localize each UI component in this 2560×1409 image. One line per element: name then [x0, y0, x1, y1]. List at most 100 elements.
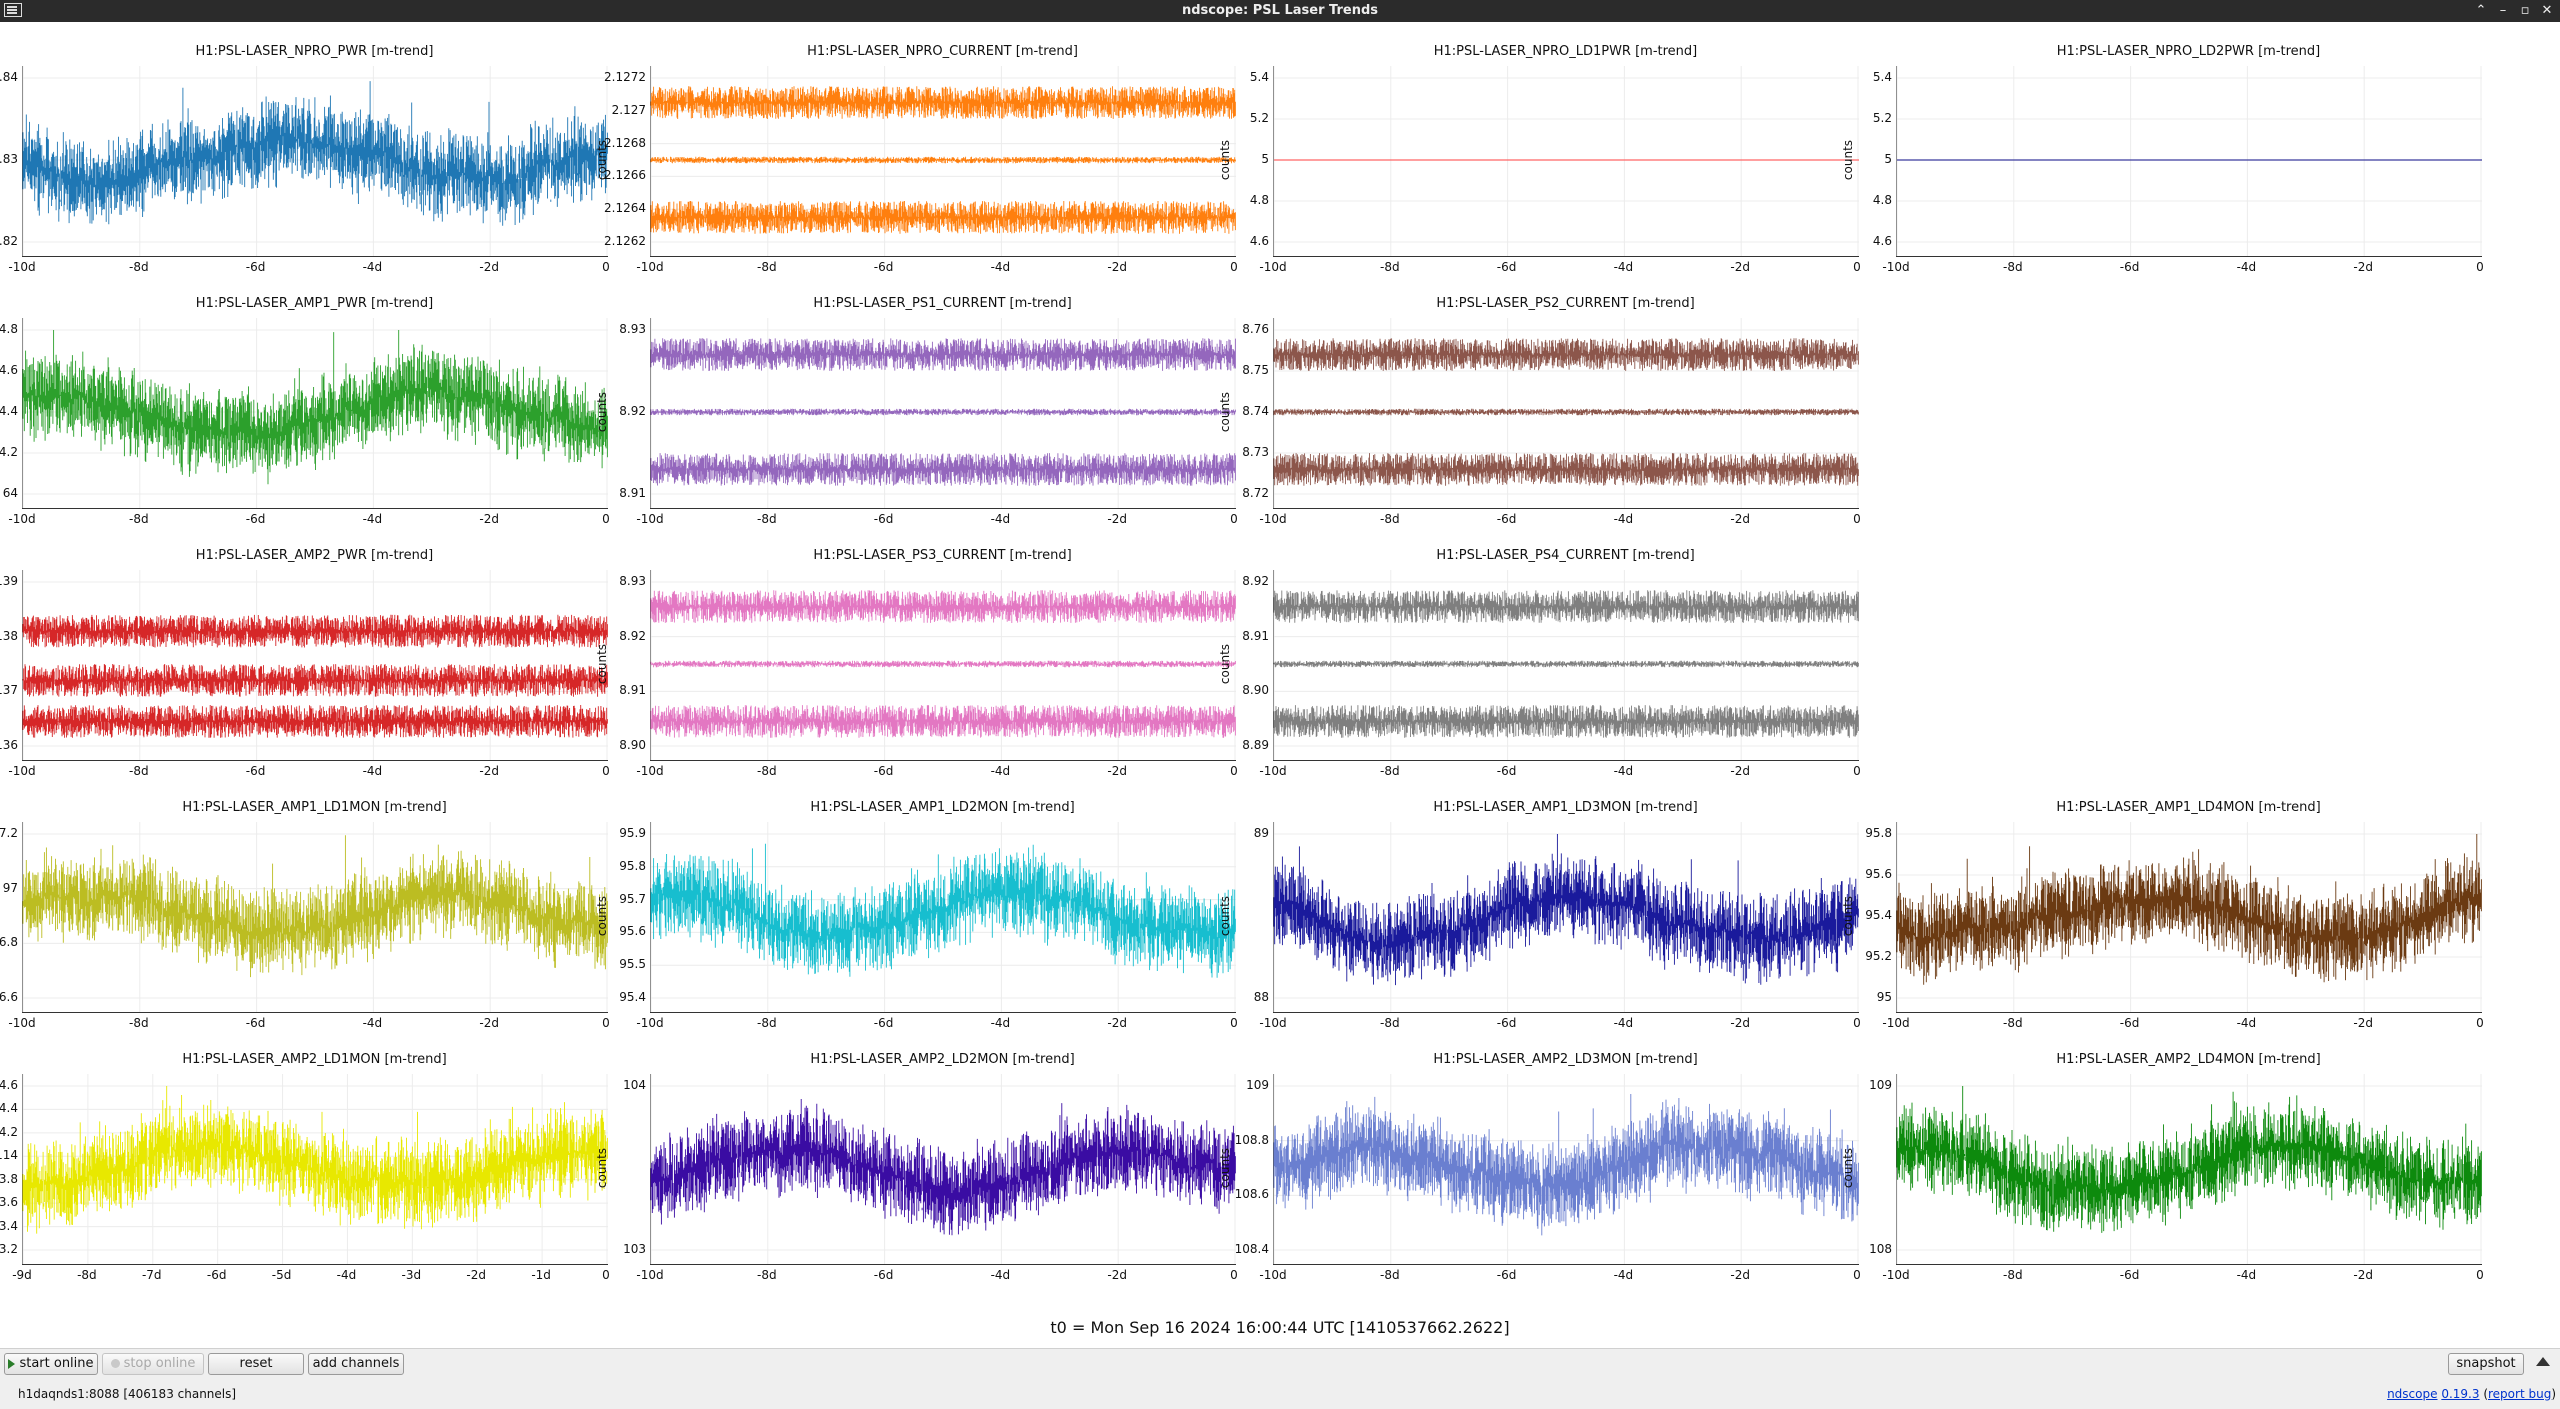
reset-button[interactable]: reset	[208, 1353, 304, 1375]
plot-canvas[interactable]	[1896, 822, 2482, 1013]
x-tick-label: -2d	[479, 1016, 499, 1030]
close-icon[interactable]: ✕	[2541, 3, 2553, 18]
plot-title: H1:PSL-LASER_NPRO_PWR [m-trend]	[195, 44, 434, 59]
ndscope-link[interactable]: ndscope	[2387, 1387, 2438, 1401]
plot-canvas[interactable]	[22, 1074, 608, 1265]
x-tick-label: -4d	[2236, 1268, 2257, 1282]
plot-canvas[interactable]	[22, 318, 608, 509]
y-tick-label: 8.90	[619, 738, 646, 752]
app-menu-icon[interactable]	[4, 3, 22, 17]
plot-panel[interactable]: H1:PSL-LASER_NPRO_LD2PWR [m-trend] counts…	[1841, 44, 2491, 294]
plot-panel[interactable]: H1:PSL-LASER_PS2_CURRENT [m-trend] counts…	[1218, 296, 1868, 546]
x-tick-label: -10d	[1259, 260, 1287, 274]
y-tick-label: 64.4	[0, 404, 18, 418]
x-tick-label: -6d	[245, 1016, 266, 1030]
plot-panel[interactable]: H1:PSL-LASER_AMP1_PWR [m-trend]counts64.…	[0, 296, 617, 546]
y-tick-label: 5	[1884, 152, 1892, 166]
plot-panel[interactable]: H1:PSL-LASER_PS1_CURRENT [m-trend] counts…	[595, 296, 1245, 546]
plot-panel[interactable]: H1:PSL-LASER_AMP1_LD3MON [m-trend] counts…	[1218, 800, 1868, 1050]
add-channels-button[interactable]: add channels	[308, 1353, 404, 1375]
plot-panel[interactable]: H1:PSL-LASER_AMP2_PWR [m-trend]counts139…	[0, 548, 617, 798]
plot-canvas[interactable]	[650, 1074, 1236, 1265]
plot-panel[interactable]: H1:PSL-LASER_AMP1_LD2MON [m-trend] counts…	[595, 800, 1245, 1050]
y-tick-label: 95.2	[1865, 949, 1892, 963]
minimize-icon[interactable]: –	[2499, 3, 2507, 18]
x-tick-label: -4d	[1613, 1016, 1634, 1030]
y-axis-label: counts	[1218, 895, 1232, 937]
start-online-button[interactable]: start online	[4, 1353, 98, 1375]
x-tick-label: -8d	[757, 260, 777, 274]
trend-trace	[22, 318, 608, 508]
plot-canvas[interactable]	[22, 570, 608, 761]
plot-canvas[interactable]	[650, 570, 1236, 761]
x-tick-label: -2d	[1730, 764, 1750, 778]
plot-canvas[interactable]	[22, 66, 608, 257]
plot-canvas[interactable]	[1273, 66, 1859, 257]
chevron-up-icon[interactable]: ⌃	[2475, 3, 2487, 18]
plot-panel[interactable]: H1:PSL-LASER_AMP1_LD4MON [m-trend] counts…	[1841, 800, 2491, 1050]
y-tick-label: 96.8	[0, 935, 18, 950]
plot-panel[interactable]: H1:PSL-LASER_AMP2_LD1MON [m-trend] counts…	[0, 1052, 617, 1302]
plot-canvas[interactable]	[1896, 66, 2482, 257]
trend-trace	[1273, 318, 1859, 508]
x-tick-label: 0	[602, 260, 610, 274]
version-link[interactable]: 0.19.3	[2441, 1387, 2480, 1401]
x-tick-label: -4d	[362, 260, 383, 274]
y-tick-label: 1.83	[0, 152, 18, 166]
x-tick-label: -4d	[1613, 512, 1634, 526]
plot-panel[interactable]: H1:PSL-LASER_NPRO_CURRENT [m-trend] count…	[595, 44, 1245, 294]
y-tick-label: 4.6	[1872, 234, 1892, 248]
x-tick-label: -3d	[401, 1268, 422, 1282]
report-bug-link[interactable]: report bug	[2488, 1387, 2552, 1401]
y-tick-label: 8.74	[1242, 404, 1269, 418]
expand-icon[interactable]	[2536, 1357, 2550, 1366]
y-tick-label: 1.82	[0, 234, 18, 248]
plot-canvas[interactable]	[650, 66, 1236, 257]
plot-panel[interactable]: H1:PSL-LASER_NPRO_PWR [m-trend]counts1.8…	[0, 44, 617, 294]
x-tick-label: -10d	[1882, 260, 1910, 274]
plot-panel[interactable]: H1:PSL-LASER_AMP2_LD2MON [m-trend] counts…	[595, 1052, 1245, 1302]
x-tick-label: -10d	[636, 1016, 664, 1030]
x-tick-label: 0	[1230, 1268, 1238, 1282]
plot-panel[interactable]: H1:PSL-LASER_PS4_CURRENT [m-trend] counts…	[1218, 548, 1868, 798]
plot-canvas[interactable]	[1273, 570, 1859, 761]
x-tick-label: 0	[1230, 1016, 1238, 1030]
snapshot-button[interactable]: snapshot	[2448, 1353, 2524, 1375]
plot-title: H1:PSL-LASER_AMP2_LD1MON [m-trend]	[182, 1052, 447, 1067]
trend-trace	[1273, 1074, 1859, 1264]
plot-title: H1:PSL-LASER_PS3_CURRENT [m-trend]	[813, 548, 1072, 563]
y-tick-label: 108	[1869, 1242, 1892, 1256]
plot-panel[interactable]: H1:PSL-LASER_NPRO_LD1PWR [m-trend] counts…	[1218, 44, 1868, 294]
x-tick-label: -8d	[129, 764, 149, 778]
plot-title: H1:PSL-LASER_AMP1_LD2MON [m-trend]	[810, 800, 1075, 815]
plot-canvas[interactable]	[1273, 1074, 1859, 1265]
maximize-icon[interactable]: ▫	[2520, 3, 2530, 18]
x-tick-label: -8d	[1380, 764, 1400, 778]
plot-title: H1:PSL-LASER_AMP2_PWR [m-trend]	[195, 548, 434, 563]
x-tick-label: -6d	[1496, 260, 1517, 274]
plot-canvas[interactable]	[650, 318, 1236, 509]
y-tick-label: 8.92	[1242, 574, 1269, 588]
plot-panel[interactable]: H1:PSL-LASER_AMP2_LD4MON [m-trend] counts…	[1841, 1052, 2491, 1302]
x-tick-label: -10d	[636, 260, 664, 274]
y-tick-label: 8.90	[1242, 683, 1269, 698]
plot-canvas[interactable]	[1273, 318, 1859, 509]
plot-panel[interactable]: H1:PSL-LASER_AMP1_LD1MON [m-trend]counts…	[0, 800, 617, 1050]
plot-canvas[interactable]	[650, 822, 1236, 1013]
plot-canvas[interactable]	[1896, 1074, 2482, 1265]
plot-canvas[interactable]	[22, 822, 608, 1013]
y-tick-label: 2.1272	[604, 70, 646, 84]
plot-grid[interactable]: H1:PSL-LASER_NPRO_PWR [m-trend] counts 1.8…	[0, 22, 2560, 1340]
y-tick-label: 8.91	[1242, 628, 1269, 643]
y-tick-label: 5	[1261, 152, 1269, 166]
trend-trace	[650, 66, 1236, 256]
plot-canvas[interactable]	[1273, 822, 1859, 1013]
stop-online-button[interactable]: stop online	[102, 1353, 204, 1375]
plot-panel[interactable]: H1:PSL-LASER_AMP2_LD3MON [m-trend] counts…	[1218, 1052, 1868, 1302]
x-tick-label: -8d	[129, 260, 149, 274]
x-tick-label: 0	[602, 1268, 610, 1282]
y-tick-label: 8.75	[1242, 363, 1269, 377]
y-tick-label: 95.8	[1865, 826, 1892, 840]
plot-panel[interactable]: H1:PSL-LASER_PS3_CURRENT [m-trend] counts…	[595, 548, 1245, 798]
x-tick-label: -2d	[1107, 260, 1127, 274]
